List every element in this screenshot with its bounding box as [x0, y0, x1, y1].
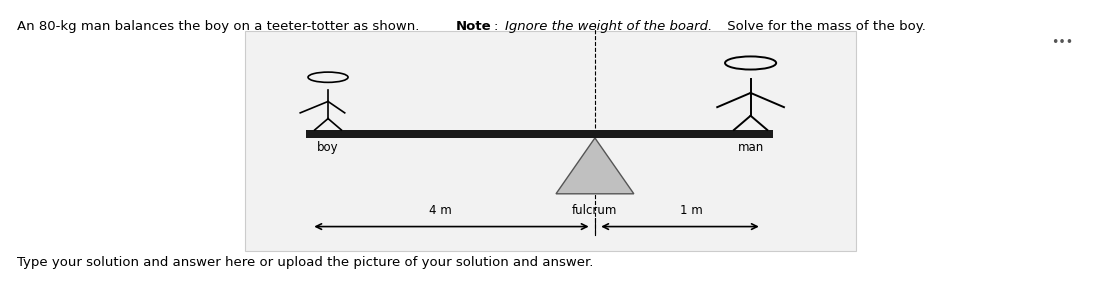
- Text: :: :: [494, 20, 503, 33]
- Text: Type your solution and answer here or upload the picture of your solution and an: Type your solution and answer here or up…: [17, 256, 593, 269]
- Text: Note: Note: [456, 20, 492, 33]
- Text: Ignore the weight of the board.: Ignore the weight of the board.: [505, 20, 712, 33]
- Text: An 80-kg man balances the boy on a teeter-totter as shown.: An 80-kg man balances the boy on a teete…: [17, 20, 424, 33]
- Text: man: man: [737, 141, 764, 154]
- FancyBboxPatch shape: [245, 31, 856, 251]
- Text: 4 m: 4 m: [429, 203, 451, 217]
- Bar: [306, 130, 773, 138]
- Text: •••: •••: [1051, 36, 1073, 49]
- Text: Solve for the mass of the boy.: Solve for the mass of the boy.: [723, 20, 925, 33]
- Text: boy: boy: [317, 141, 339, 154]
- Text: fulcrum: fulcrum: [573, 204, 617, 217]
- Text: 1 m: 1 m: [679, 203, 703, 217]
- Polygon shape: [556, 138, 634, 194]
